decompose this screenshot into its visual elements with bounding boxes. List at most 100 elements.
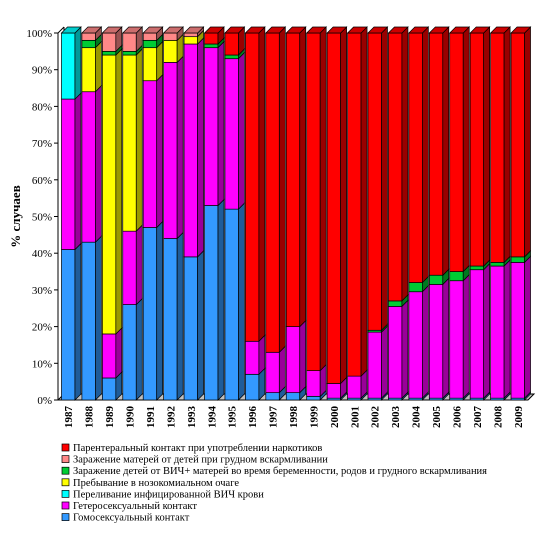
legend-entry: Заражение детей от ВИЧ+ матерей во время…	[61, 466, 487, 477]
y-axis-top-edge	[57, 26, 65, 34]
bar-segment	[61, 26, 82, 100]
legend-entry: Заражение матерей от детей при грудном в…	[61, 455, 328, 466]
legend-swatch	[61, 501, 70, 510]
bar-top-face	[60, 26, 82, 34]
bar-segment	[224, 26, 245, 56]
x-tick-label: 2007	[472, 406, 484, 429]
bar-segment	[163, 231, 184, 401]
bar-segment	[61, 242, 82, 401]
bar-segment	[204, 40, 225, 207]
x-tick-label: 2003	[390, 406, 402, 429]
y-tick-label: 70%	[32, 138, 52, 150]
bar-top-face	[305, 26, 328, 34]
bar-segment	[428, 277, 450, 400]
bar-segment	[285, 319, 307, 394]
bar-top-face	[162, 26, 184, 34]
bar-segment	[101, 48, 123, 335]
bar-segment	[388, 26, 409, 302]
y-tick-label: 40%	[32, 248, 52, 260]
bar-segment	[265, 385, 286, 401]
legend-label: Гомосексуальный контакт	[73, 513, 190, 524]
legend-swatch	[61, 443, 70, 452]
bar-top-face	[121, 26, 144, 34]
legend-label: Заражение детей от ВИЧ+ матерей во время…	[73, 466, 487, 477]
bar-segment	[122, 297, 143, 401]
bar-segment	[101, 26, 123, 53]
bar-top-face	[510, 26, 532, 34]
bar-top-face	[142, 26, 164, 34]
bar-segment	[510, 255, 531, 400]
x-tick-label: 2002	[370, 406, 382, 429]
legend-entry: Парентеральный контакт при употреблении …	[61, 443, 322, 454]
y-tick-label: 80%	[32, 101, 52, 113]
bar-segment	[326, 26, 347, 385]
bar-segment	[388, 299, 409, 400]
x-tick-label: 1995	[227, 406, 239, 429]
x-tick-label: 2006	[451, 406, 463, 429]
bar-segment	[224, 51, 245, 211]
bar-segment	[101, 371, 123, 401]
bar-top-face	[469, 26, 491, 34]
legend-swatch	[61, 466, 70, 475]
x-tick-label: 1989	[104, 406, 116, 429]
bar-segment	[326, 376, 347, 400]
bar-segment	[490, 259, 511, 400]
y-tick-labels: 0% 10% 20% 30% 40% 50% 60% 70% 80% 90% 100%	[26, 28, 58, 407]
bar-segment	[245, 334, 266, 376]
bar-segment	[122, 48, 143, 233]
bar-segment	[101, 327, 123, 379]
legend-swatch	[61, 455, 70, 463]
x-tick-label: 1996	[247, 406, 259, 429]
bar-top-face	[408, 26, 430, 34]
y-tick-label: 20%	[32, 322, 52, 334]
bar-segment	[469, 26, 491, 267]
bar-segment	[122, 26, 143, 53]
bar-segment	[81, 40, 102, 93]
x-tick-label: 2000	[329, 406, 341, 429]
bar-segment	[183, 37, 204, 258]
bar-segment	[306, 26, 327, 372]
bar-segment	[449, 26, 470, 273]
bar-top-face	[81, 26, 103, 34]
bar-segment	[428, 26, 450, 277]
bar-top-face	[448, 26, 471, 34]
bar-segment	[367, 26, 388, 332]
x-tick-label: 1993	[186, 406, 198, 429]
bar-segment	[245, 367, 266, 401]
legend: Парентеральный контакт при употреблении …	[61, 443, 487, 524]
legend-swatch	[61, 478, 70, 487]
x-tick-label: 1992	[165, 406, 177, 429]
bar-segment	[245, 26, 266, 343]
x-tick-label: 2004	[411, 406, 423, 429]
y-tick-label: 100%	[26, 28, 52, 40]
bar-segment	[408, 284, 429, 400]
x-tick-label: 1990	[125, 406, 137, 429]
bar-top-face	[346, 26, 368, 34]
bar-segment	[142, 220, 164, 401]
bar-segment	[347, 26, 368, 377]
bar-top-face	[183, 26, 205, 34]
legend-label: Пребывание в нозокомиальном очаге	[73, 478, 239, 489]
bars	[60, 26, 532, 401]
legend-entry: Гетеросексуальный контакт	[61, 501, 197, 512]
y-tick-label: 10%	[32, 358, 52, 370]
bar-segment	[265, 26, 286, 354]
y-tick-label: 60%	[32, 175, 52, 187]
x-tick-label: 2009	[513, 406, 525, 429]
legend-swatch	[61, 513, 70, 521]
bar-segment	[367, 325, 388, 400]
bar-segment	[224, 202, 245, 401]
legend-label: Парентеральный контакт при употреблении …	[73, 443, 322, 454]
bar-top-face	[489, 26, 511, 34]
bar-segment	[142, 73, 164, 229]
bar-segment	[81, 84, 102, 244]
bar-segment	[449, 273, 470, 400]
y-tick-label: 30%	[32, 285, 52, 297]
bar-segment	[285, 26, 307, 328]
bar-segment	[265, 345, 286, 394]
bar-segment	[408, 26, 429, 284]
bar-segment	[510, 26, 531, 258]
bar-top-face	[285, 26, 307, 34]
x-tick-label: 2001	[349, 406, 361, 428]
